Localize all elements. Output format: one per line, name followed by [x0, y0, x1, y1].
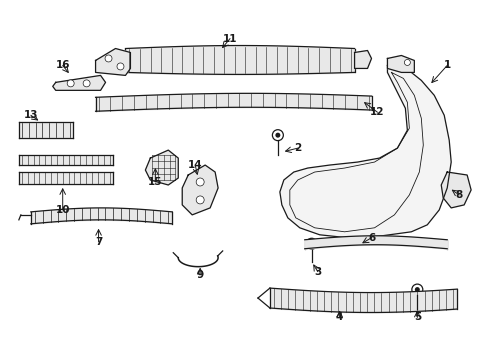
- Text: 10: 10: [55, 205, 70, 215]
- Circle shape: [196, 178, 203, 186]
- Text: 2: 2: [294, 143, 301, 153]
- Text: 1: 1: [443, 60, 450, 71]
- Circle shape: [196, 196, 203, 204]
- Text: 5: 5: [413, 312, 420, 323]
- Circle shape: [404, 59, 409, 66]
- Text: 6: 6: [367, 233, 374, 243]
- Circle shape: [105, 55, 112, 62]
- Text: 12: 12: [369, 107, 384, 117]
- Text: 8: 8: [455, 190, 462, 200]
- Text: 7: 7: [95, 237, 102, 247]
- Polygon shape: [279, 66, 450, 238]
- Text: 13: 13: [23, 110, 38, 120]
- Text: 9: 9: [196, 270, 203, 280]
- Text: 14: 14: [187, 160, 202, 170]
- Text: 11: 11: [223, 33, 237, 44]
- Circle shape: [275, 133, 280, 138]
- Circle shape: [308, 241, 314, 246]
- Text: 16: 16: [55, 60, 70, 71]
- Polygon shape: [386, 55, 413, 72]
- Circle shape: [83, 80, 90, 87]
- Text: 15: 15: [148, 177, 163, 187]
- Polygon shape: [95, 49, 130, 75]
- Text: 3: 3: [313, 267, 321, 276]
- Circle shape: [414, 287, 419, 292]
- Polygon shape: [53, 75, 105, 90]
- Circle shape: [117, 63, 124, 70]
- Polygon shape: [440, 172, 470, 208]
- Polygon shape: [182, 165, 218, 215]
- Text: 4: 4: [335, 312, 343, 323]
- Circle shape: [67, 80, 74, 87]
- Polygon shape: [354, 50, 371, 68]
- Polygon shape: [145, 150, 178, 185]
